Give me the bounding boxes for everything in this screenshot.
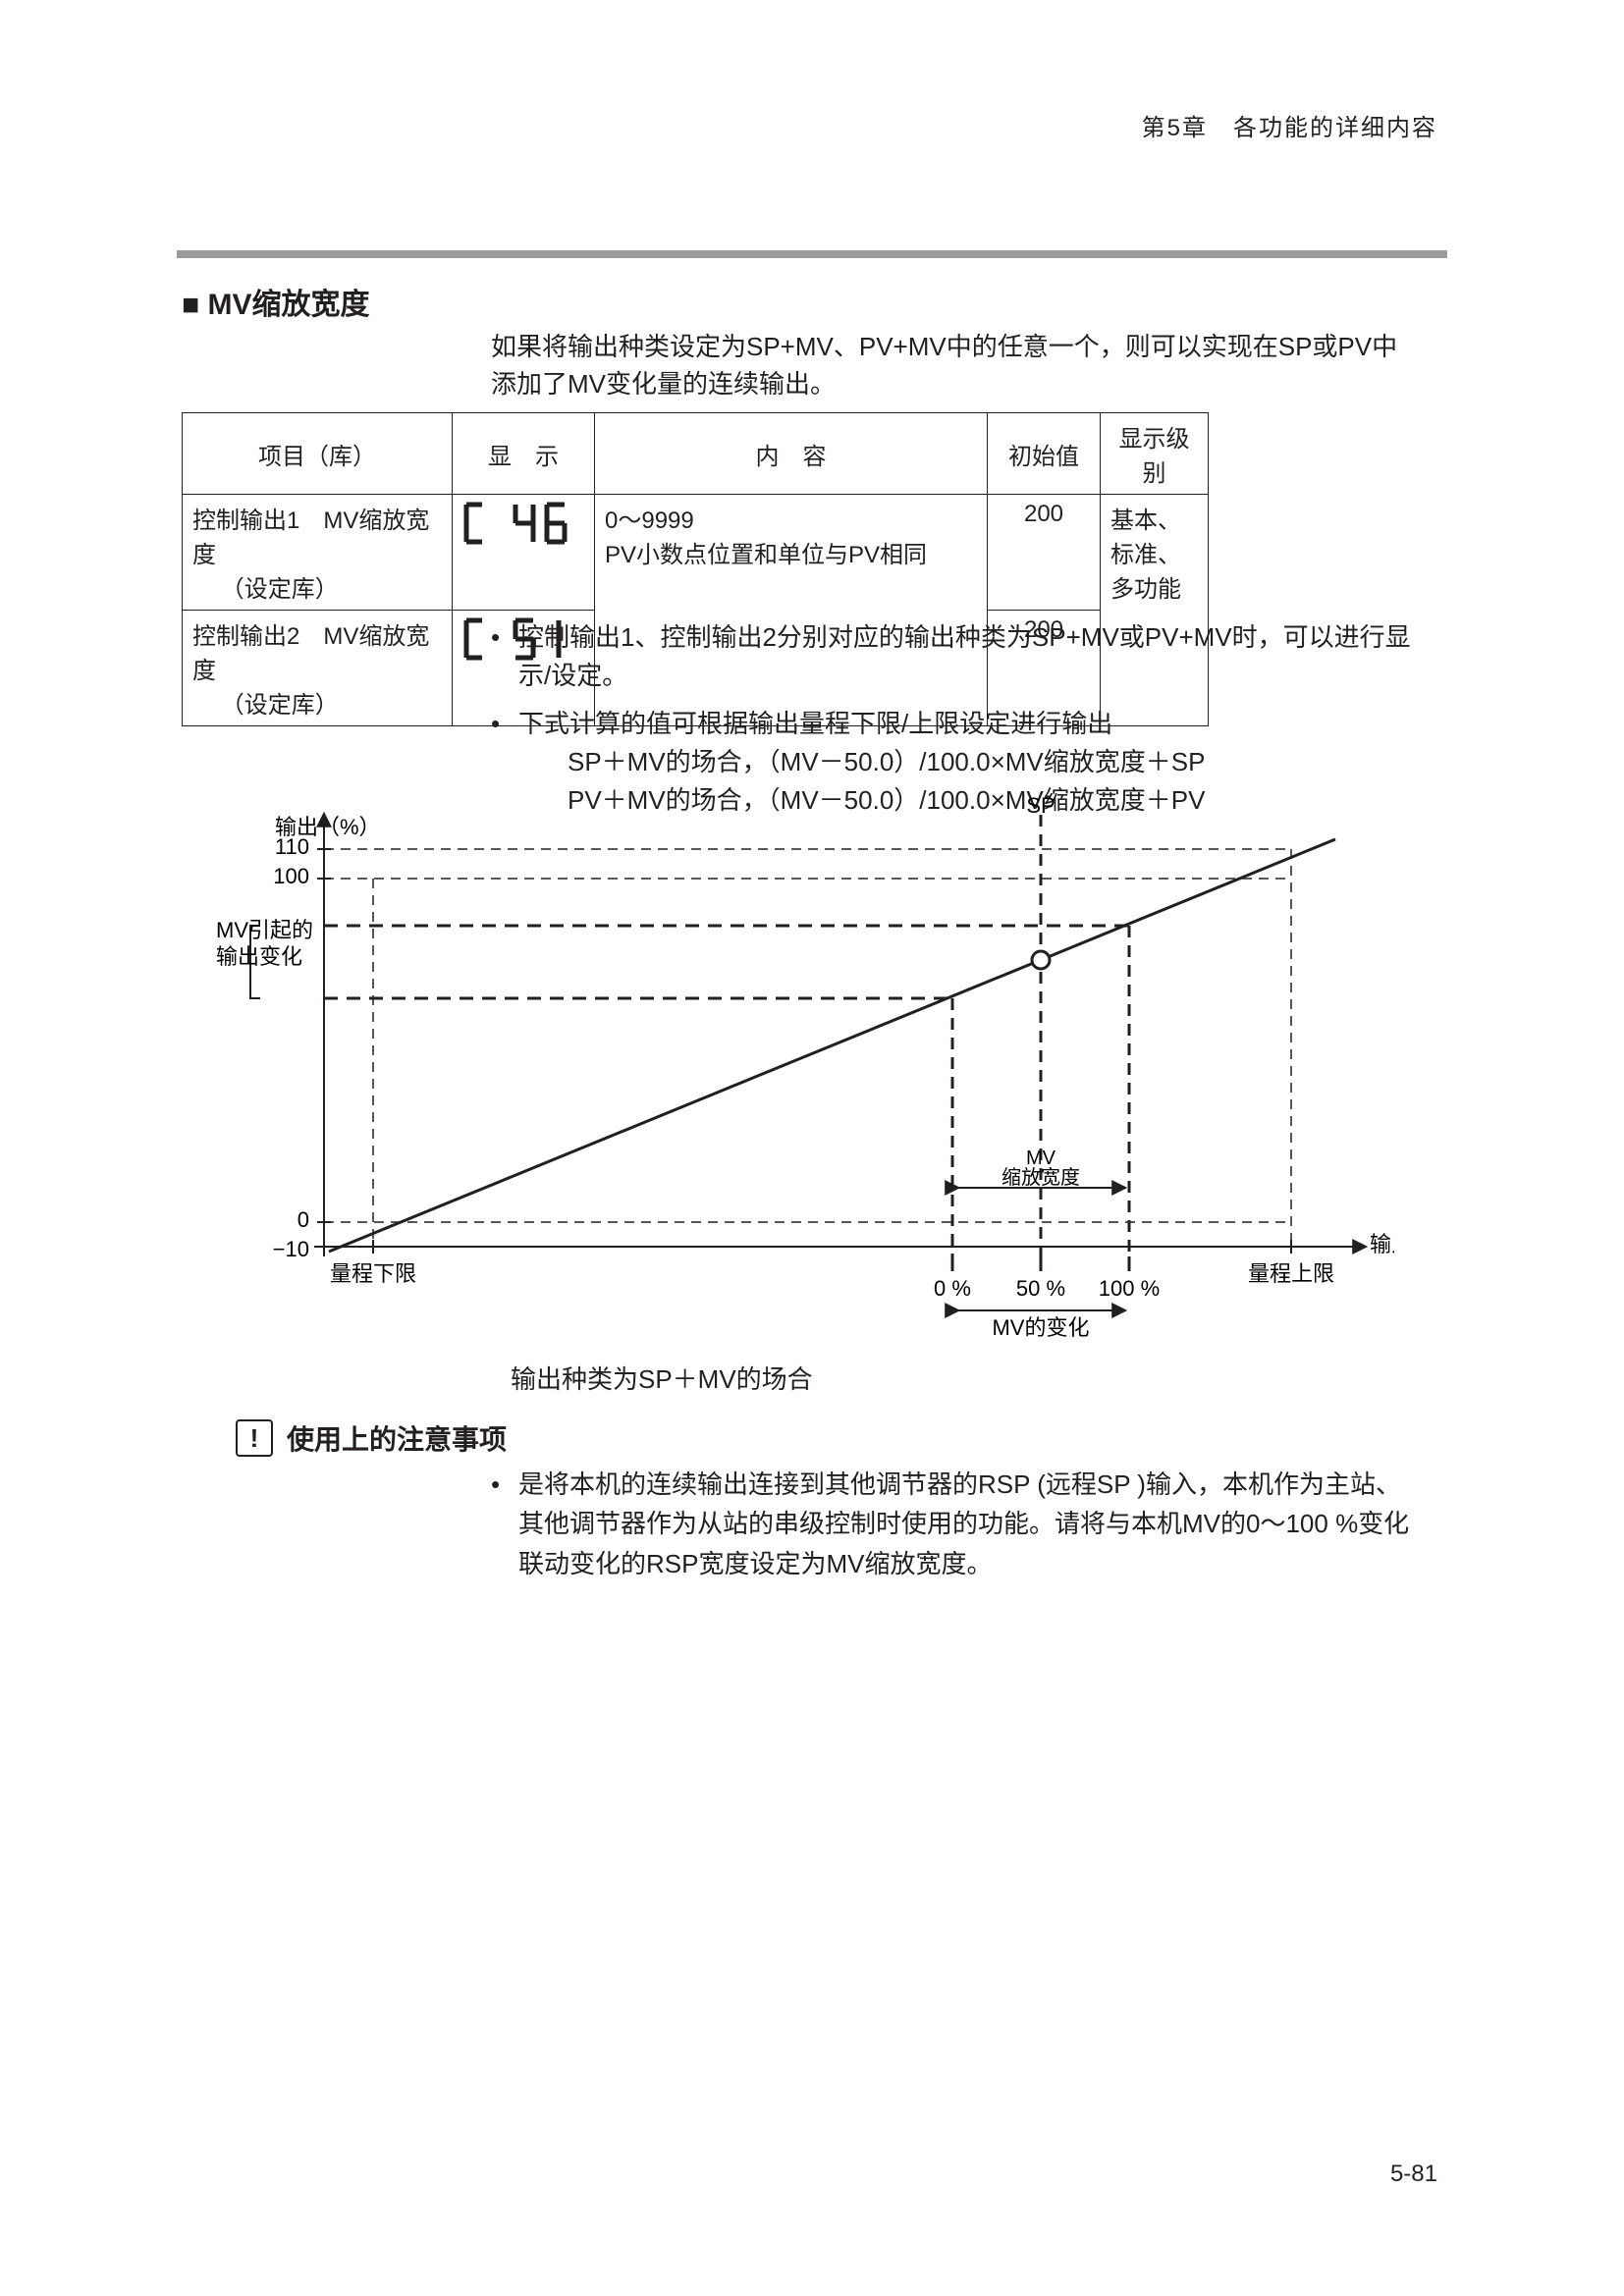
- x-axis-label: 输入→: [1370, 1232, 1394, 1256]
- chart-svg: 110 100 0 −10 输出（%） 量程下限 量程上限: [216, 795, 1394, 1345]
- mv-width-label-line1: MV: [1026, 1148, 1056, 1169]
- item-main: 控制输出2 MV缩放宽度: [192, 616, 442, 685]
- th-display: 显 示: [453, 413, 595, 495]
- ytick: 100: [273, 864, 309, 888]
- mv-change-label: MV的变化: [992, 1315, 1089, 1340]
- bullet-subline: SP＋MV的场合，（MV－50.0）/100.0×MV缩放宽度＋SP: [568, 743, 1414, 781]
- mv-output-label: MV引起的: [216, 918, 313, 942]
- ytick: −10: [273, 1237, 309, 1261]
- mv-width-label-line2: 缩放宽度: [1001, 1166, 1080, 1189]
- item-main: 控制输出1 MV缩放宽度: [192, 501, 442, 569]
- page-number: 5-81: [1390, 2161, 1437, 2188]
- content-line: PV小数点位置和单位与PV相同: [605, 542, 927, 568]
- th-item: 项目（库）: [183, 413, 453, 495]
- th-content: 内 容: [595, 413, 988, 495]
- chart-caption: 输出种类为SP＋MV的场合: [511, 1360, 813, 1396]
- content-line: 0～9999: [605, 507, 694, 534]
- page: 第5章 各功能的详细内容 ■ MV缩放宽度 如果将输出种类设定为SP+MV、PV…: [0, 0, 1624, 2296]
- sp-label: SP: [1026, 795, 1055, 818]
- top-rule: [177, 250, 1447, 258]
- level-line: 多功能: [1110, 576, 1181, 603]
- seg-icon: [455, 495, 592, 552]
- mv-tick: 50 %: [1016, 1276, 1065, 1301]
- table-header-row: 项目（库） 显 示 内 容 初始值 显示级别: [183, 413, 1209, 495]
- th-level: 显示级别: [1101, 413, 1209, 495]
- note-title: ! 使用上的注意事项: [236, 1418, 507, 1458]
- y-axis-label: 输出（%）: [275, 815, 381, 839]
- table-row: 控制输出1 MV缩放宽度 （设定库）: [183, 495, 1209, 611]
- mv-scaling-chart: 110 100 0 −10 输出（%） 量程下限 量程上限: [216, 795, 1394, 1345]
- x-left-label: 量程下限: [330, 1261, 416, 1286]
- item-sub: （设定库）: [221, 685, 442, 720]
- note-body: 是将本机的连续输出连接到其他调节器的RSP (远程SP )输入，本机作为主站、其…: [491, 1465, 1414, 1583]
- x-right-label: 量程上限: [1248, 1261, 1334, 1286]
- section-title: ■ MV缩放宽度: [182, 280, 369, 323]
- level-line: 标准、: [1110, 542, 1181, 568]
- th-initial: 初始值: [988, 413, 1101, 495]
- initial-value: 200: [988, 495, 1101, 611]
- note-bullet: 是将本机的连续输出连接到其他调节器的RSP (远程SP )输入，本机作为主站、其…: [491, 1465, 1414, 1583]
- mv-tick: 100 %: [1099, 1276, 1160, 1301]
- warning-icon: !: [236, 1419, 273, 1457]
- level-line: 基本、: [1110, 507, 1181, 534]
- chapter-header: 第5章 各功能的详细内容: [1142, 108, 1437, 142]
- lead-in-text: 如果将输出种类设定为SP+MV、PV+MV中的任意一个，则可以实现在SP或PV中…: [491, 329, 1404, 402]
- ytick: 0: [298, 1207, 309, 1232]
- item-sub: （设定库）: [221, 569, 442, 604]
- mv-output-label: 输出变化: [216, 944, 302, 969]
- note-title-text: 使用上的注意事项: [287, 1418, 507, 1458]
- mv-tick: 0 %: [934, 1276, 971, 1301]
- segment-display: [453, 495, 595, 611]
- bullet-text: 下式计算的值可根据输出量程下限/上限设定进行输出: [518, 709, 1112, 738]
- bullet-item: 控制输出1、控制输出2分别对应的输出种类为SP+MV或PV+MV时，可以进行显示…: [491, 618, 1414, 695]
